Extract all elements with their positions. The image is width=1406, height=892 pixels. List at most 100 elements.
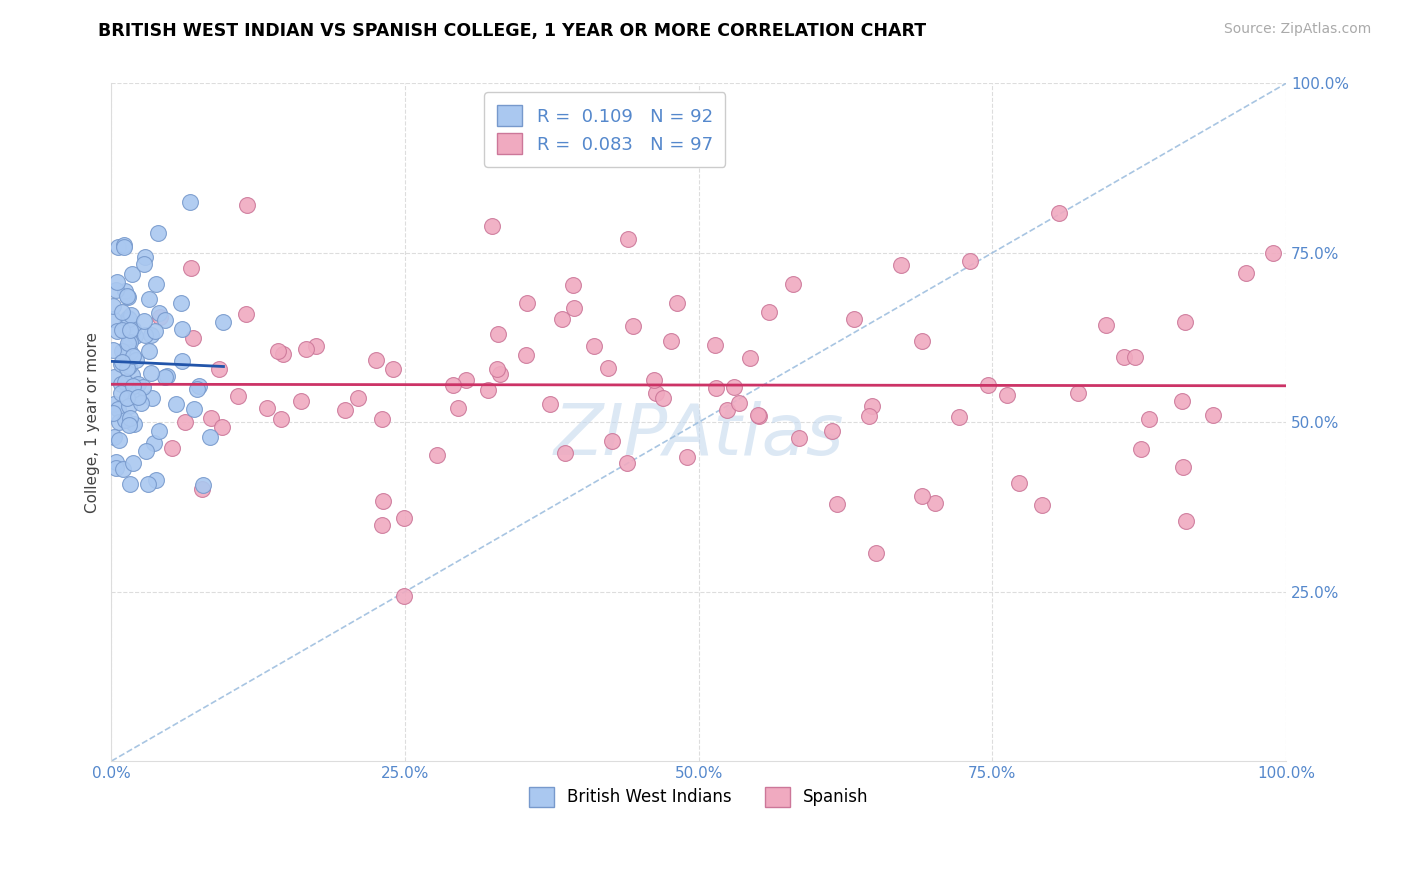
Point — [200, 410, 222, 425]
Point — [191, 483, 214, 497]
Point — [111, 343, 134, 358]
Point — [212, 315, 235, 329]
Point — [104, 461, 127, 475]
Point — [748, 409, 770, 423]
Point — [924, 496, 946, 510]
Point — [122, 349, 145, 363]
Point — [598, 361, 620, 376]
Point — [1261, 246, 1284, 260]
Point — [515, 348, 537, 362]
Point — [139, 328, 162, 343]
Point — [101, 406, 124, 420]
Point — [825, 497, 848, 511]
Point — [122, 456, 145, 470]
Point — [716, 403, 738, 417]
Point — [121, 267, 143, 281]
Point — [108, 433, 131, 447]
Point — [1234, 266, 1257, 280]
Point — [1047, 206, 1070, 220]
Point — [103, 370, 125, 384]
Point — [198, 429, 221, 443]
Point — [865, 546, 887, 560]
Point — [666, 295, 689, 310]
Point — [645, 385, 668, 400]
Point — [132, 257, 155, 271]
Point — [134, 250, 156, 264]
Point — [1171, 459, 1194, 474]
Point — [1125, 351, 1147, 365]
Point — [118, 418, 141, 433]
Point — [103, 430, 125, 444]
Point — [858, 409, 880, 424]
Point — [127, 390, 149, 404]
Point — [186, 382, 208, 396]
Point — [148, 306, 170, 320]
Point — [132, 380, 155, 394]
Point — [1094, 318, 1116, 332]
Point — [271, 347, 294, 361]
Point — [1066, 386, 1088, 401]
Point — [554, 446, 576, 460]
Point — [134, 328, 156, 343]
Point — [118, 400, 141, 414]
Point — [1171, 393, 1194, 408]
Point — [110, 357, 132, 371]
Point — [105, 324, 128, 338]
Point — [305, 339, 328, 353]
Point — [1202, 408, 1225, 422]
Point — [111, 323, 134, 337]
Point — [787, 431, 810, 445]
Point — [738, 351, 761, 366]
Point — [1008, 475, 1031, 490]
Point — [447, 401, 470, 415]
Point — [114, 413, 136, 427]
Point — [782, 277, 804, 291]
Point — [394, 589, 416, 603]
Point — [118, 344, 141, 359]
Point — [120, 411, 142, 425]
Point — [477, 383, 499, 397]
Point — [488, 368, 510, 382]
Text: Source: ZipAtlas.com: Source: ZipAtlas.com — [1223, 22, 1371, 37]
Point — [481, 219, 503, 233]
Text: ZIPAtlas: ZIPAtlas — [554, 401, 844, 470]
Point — [111, 305, 134, 319]
Point — [170, 322, 193, 336]
Point — [111, 461, 134, 475]
Point — [114, 376, 136, 390]
Point — [136, 477, 159, 491]
Point — [256, 401, 278, 416]
Point — [1174, 315, 1197, 329]
Point — [160, 442, 183, 456]
Point — [155, 370, 177, 384]
Point — [149, 310, 172, 325]
Point — [111, 355, 134, 369]
Point — [290, 393, 312, 408]
Point — [170, 296, 193, 310]
Point — [371, 494, 394, 508]
Point — [728, 395, 751, 409]
Point — [145, 277, 167, 291]
Point — [112, 240, 135, 254]
Point — [104, 283, 127, 297]
Point — [118, 323, 141, 337]
Point — [117, 290, 139, 304]
Point — [911, 334, 934, 349]
Point — [235, 307, 257, 321]
Point — [101, 343, 124, 358]
Point — [704, 381, 727, 395]
Point — [1174, 514, 1197, 528]
Point — [118, 359, 141, 374]
Point — [134, 314, 156, 328]
Point — [333, 403, 356, 417]
Point — [441, 378, 464, 392]
Point — [188, 378, 211, 392]
Point — [551, 312, 574, 326]
Point — [1031, 498, 1053, 512]
Point — [148, 424, 170, 438]
Point — [270, 411, 292, 425]
Point — [165, 397, 187, 411]
Point — [704, 338, 727, 352]
Point — [103, 311, 125, 326]
Point — [103, 397, 125, 411]
